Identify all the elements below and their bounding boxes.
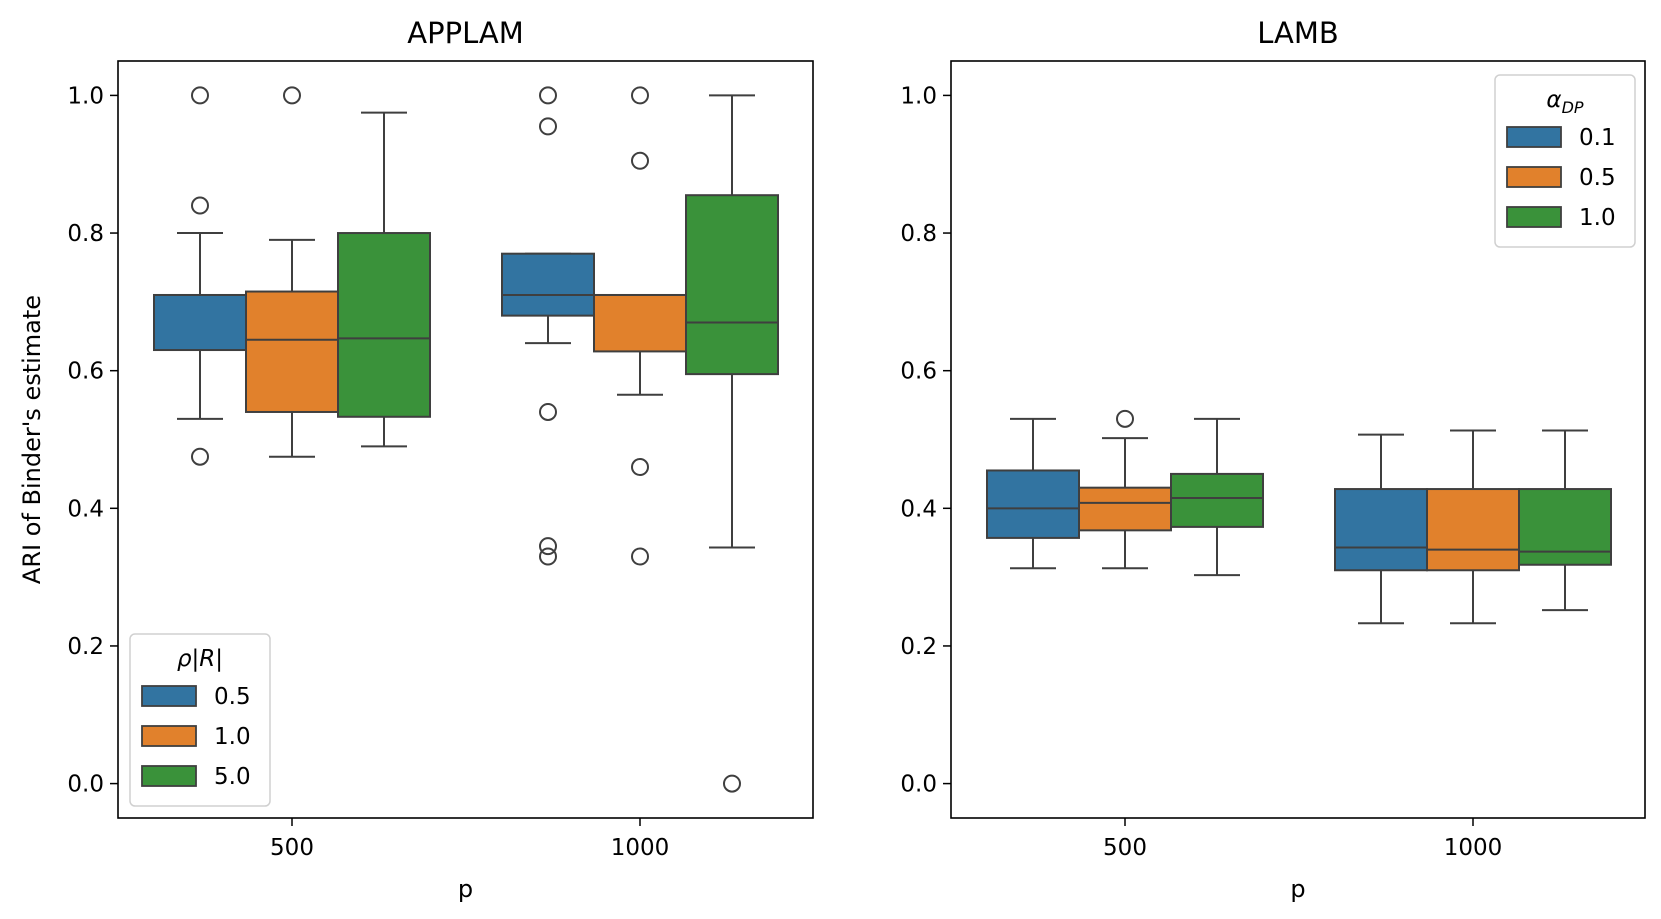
- x-axis-label: p: [1290, 875, 1305, 903]
- box-body: [986, 469, 1080, 539]
- legend-frame: [129, 633, 271, 807]
- legend-swatch: [141, 725, 197, 747]
- legend-frame: [1494, 74, 1636, 248]
- legend-entry-label: 5.0: [214, 764, 251, 790]
- y-tick-label: 1.0: [67, 83, 104, 109]
- legend-swatch: [141, 685, 197, 707]
- legend: αDP 0.1 0.5 1.0: [1494, 74, 1636, 248]
- box-body: [1170, 472, 1264, 528]
- chart-title: APPLAM: [407, 16, 524, 50]
- legend-entry-label: 0.5: [1579, 165, 1616, 191]
- outlier-point: [539, 402, 557, 421]
- box-500-0.1: [986, 417, 1080, 570]
- x-tick-label: 500: [270, 835, 314, 861]
- outlier-point: [631, 86, 649, 105]
- x-tick-label: 1000: [611, 835, 670, 861]
- box-1000-0.5: [1426, 429, 1520, 625]
- outlier-point: [539, 117, 557, 136]
- y-tick-label: 0.6: [67, 359, 104, 385]
- y-tick-label: 0.2: [900, 634, 937, 660]
- box-1000-0.5: [501, 86, 595, 566]
- plot-frame: [117, 60, 814, 819]
- box-body: [1518, 488, 1612, 566]
- legend-title-main: α: [1546, 87, 1561, 113]
- legend-title-sub: DP: [1562, 98, 1584, 117]
- box-body: [501, 252, 595, 317]
- y-tick-label: 0.0: [67, 772, 104, 798]
- x-tick-label: 1000: [1444, 835, 1503, 861]
- y-tick-label: 1.0: [900, 83, 937, 109]
- legend-title-main: ρ|R|: [177, 646, 223, 672]
- lamb-panel: LAMB 0.0 0.2 0.4 0.6 0.8 1.0 500 1000 p αDP 0.1 0.5 1…: [900, 16, 1646, 903]
- legend: ρ|R| 0.5 1.0 5.0: [129, 633, 271, 807]
- y-tick-label: 0.4: [67, 496, 104, 522]
- y-tick-label: 0.4: [900, 496, 937, 522]
- box-500-5.0: [337, 111, 431, 448]
- box-1000-1.0: [593, 86, 687, 566]
- outlier-point: [631, 547, 649, 566]
- applam-panel: APPLAM 0.0 0.2 0.4 0.6 0.8 1.0 500 1000 p ARI of B…: [18, 16, 814, 903]
- x-axis-label: p: [458, 875, 473, 903]
- x-tick-label: 500: [1103, 835, 1147, 861]
- box-body: [1334, 488, 1428, 572]
- box-500-1.0: [245, 86, 339, 458]
- legend-entry-label: 1.0: [214, 724, 251, 750]
- box-1000-1.0: [1518, 429, 1612, 612]
- y-tick-label: 0.6: [900, 359, 937, 385]
- outlier-point: [539, 537, 557, 556]
- legend-title: αDP: [1546, 87, 1583, 117]
- outlier-point: [631, 151, 649, 170]
- box-body: [1426, 488, 1520, 572]
- legend-swatch: [1506, 206, 1562, 228]
- legend-entry-label: 0.5: [214, 684, 251, 710]
- y-tick-label: 0.2: [67, 634, 104, 660]
- legend-title: ρ|R|: [177, 646, 223, 672]
- box-body: [685, 194, 779, 376]
- box-1000-0.1: [1334, 433, 1428, 625]
- outlier-point: [283, 86, 301, 105]
- box-body: [337, 232, 431, 418]
- outlier-point: [191, 86, 209, 105]
- outlier-point: [1116, 409, 1134, 428]
- legend-swatch: [1506, 126, 1562, 148]
- outlier-point: [539, 547, 557, 566]
- legend-swatch: [1506, 166, 1562, 188]
- box-500-0.5: [1078, 409, 1172, 570]
- box-body: [153, 293, 247, 352]
- legend-entry-label: 0.1: [1579, 125, 1616, 151]
- outlier-point: [631, 458, 649, 477]
- y-tick-label: 0.0: [900, 772, 937, 798]
- box-1000-5.0: [685, 94, 779, 793]
- outlier-point: [723, 774, 741, 793]
- box-body: [593, 293, 687, 353]
- y-axis-label: ARI of Binder's estimate: [18, 295, 46, 584]
- box-500-1.0: [1170, 417, 1264, 577]
- box-body: [1078, 486, 1172, 532]
- y-tick-label: 0.8: [900, 221, 937, 247]
- box-500-0.5: [153, 86, 247, 466]
- plot-frame: [950, 60, 1646, 819]
- y-tick-label: 0.8: [67, 221, 104, 247]
- legend-entry-label: 1.0: [1579, 205, 1616, 231]
- outlier-point: [191, 196, 209, 215]
- outlier-point: [539, 86, 557, 105]
- chart-title: LAMB: [1257, 16, 1339, 50]
- outlier-point: [191, 447, 209, 466]
- box-body: [245, 290, 339, 413]
- legend-swatch: [141, 765, 197, 787]
